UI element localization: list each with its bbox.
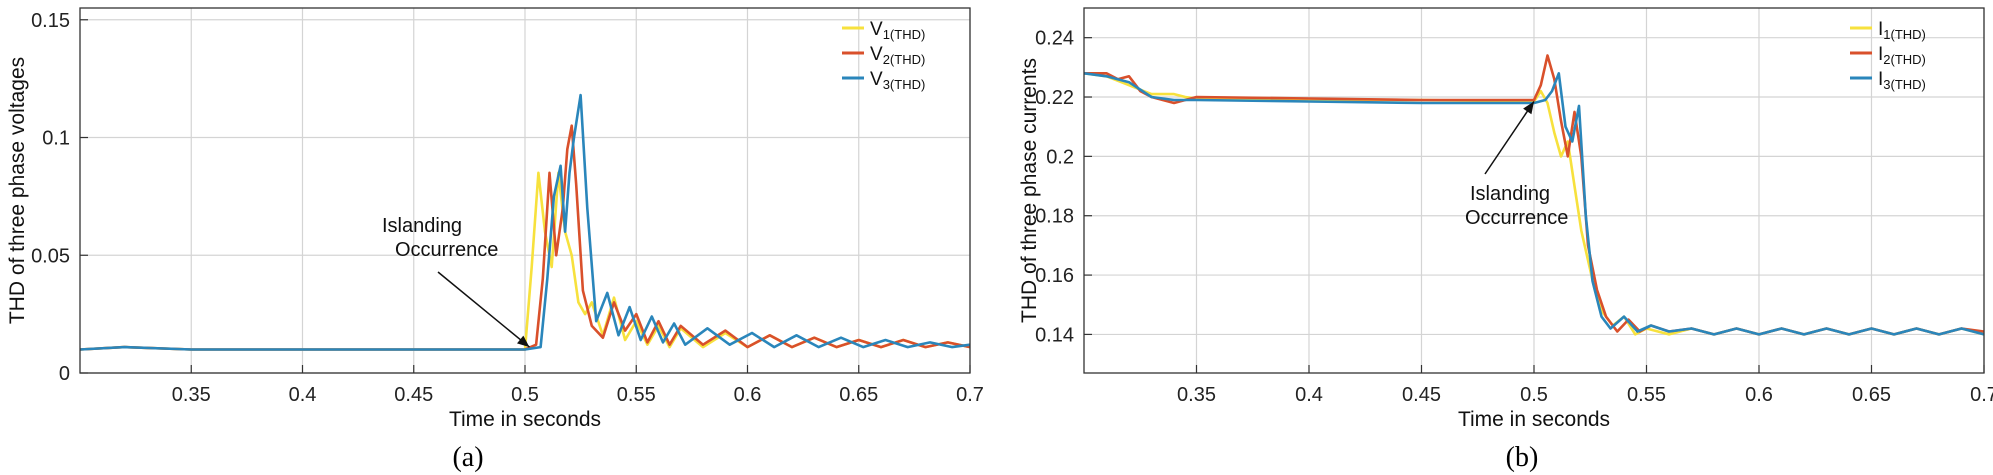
chart-panel-b: 0.35 0.4 0.45 0.5 0.55 0.6 0.65 0.7 0.14 0.16 0.18…	[1018, 7, 1993, 473]
x-axis-label: Time in seconds	[449, 408, 601, 431]
panel-label: (b)	[1506, 442, 1539, 473]
chart-panel-a: 0.35 0.4 0.45 0.5 0.55 0.6 0.65 0.7 0 0.05 0.1 0.15…	[6, 7, 984, 473]
series-line-3	[1084, 72, 1984, 336]
annotation-arrow-line	[1484, 101, 1535, 175]
x-tick-label: 0.6	[1745, 384, 1773, 406]
annotation-arrowhead	[1523, 101, 1534, 115]
annotation-arrowhead	[517, 335, 530, 348]
x-tick-label: 0.65	[839, 384, 878, 406]
panel-label: (a)	[452, 442, 483, 473]
annotation-line-1: Islanding	[1470, 183, 1550, 205]
y-tick-label: 0.15	[31, 10, 70, 32]
y-tick-label: 0.24	[1035, 28, 1074, 50]
y-axis-label: THD of three phase voltages	[6, 57, 29, 324]
legend: V1(THD)V2(THD)V3(THD)	[842, 19, 925, 92]
legend-entry: V2(THD)	[870, 44, 925, 67]
y-tick-label: 0	[59, 363, 70, 385]
x-tick-label: 0.6	[734, 384, 762, 406]
x-tick-label: 0.45	[394, 384, 433, 406]
x-tick-label: 0.5	[1520, 384, 1548, 406]
series-line-2	[80, 124, 970, 351]
legend-entry: V1(THD)	[870, 19, 925, 42]
legend-entry: I2(THD)	[1878, 44, 1926, 67]
x-tick-label: 0.7	[1970, 384, 1993, 406]
legend-entry: I3(THD)	[1878, 69, 1926, 92]
x-tick-label: 0.7	[956, 384, 984, 406]
y-tick-label: 0.2	[1046, 146, 1074, 168]
y-tick-label: 0.18	[1035, 206, 1074, 228]
y-tick-label: 0.1	[42, 128, 70, 150]
x-axis-label: Time in seconds	[1458, 408, 1610, 431]
x-tick-label: 0.65	[1852, 384, 1891, 406]
x-tick-label: 0.55	[617, 384, 656, 406]
x-tick-label: 0.45	[1402, 384, 1441, 406]
x-tick-label: 0.35	[172, 384, 211, 406]
y-tick-label: 0.22	[1035, 87, 1074, 109]
x-tick-label: 0.4	[289, 384, 317, 406]
series-line-3	[80, 93, 970, 351]
y-tick-label: 0.05	[31, 245, 70, 267]
y-tick-label: 0.14	[1035, 324, 1074, 346]
legend: I1(THD)I2(THD)I3(THD)	[1850, 19, 1926, 92]
series-group	[1084, 54, 1984, 336]
x-tick-label: 0.5	[511, 384, 539, 406]
y-axis-label: THD of three phase currents	[1018, 58, 1041, 323]
series-group	[80, 93, 970, 351]
y-tick-label: 0.16	[1035, 265, 1074, 287]
annotation-line-2: Occurrence	[395, 239, 498, 261]
x-tick-label: 0.4	[1295, 384, 1323, 406]
annotation-line-2: Occurrence	[1465, 207, 1568, 229]
x-tick-label: 0.35	[1177, 384, 1216, 406]
legend-entry: V3(THD)	[870, 69, 925, 92]
annotation-line-1: Islanding	[382, 215, 462, 237]
annotation-arrow-line	[437, 271, 530, 348]
legend-entry: I1(THD)	[1878, 19, 1926, 42]
x-tick-label: 0.55	[1627, 384, 1666, 406]
